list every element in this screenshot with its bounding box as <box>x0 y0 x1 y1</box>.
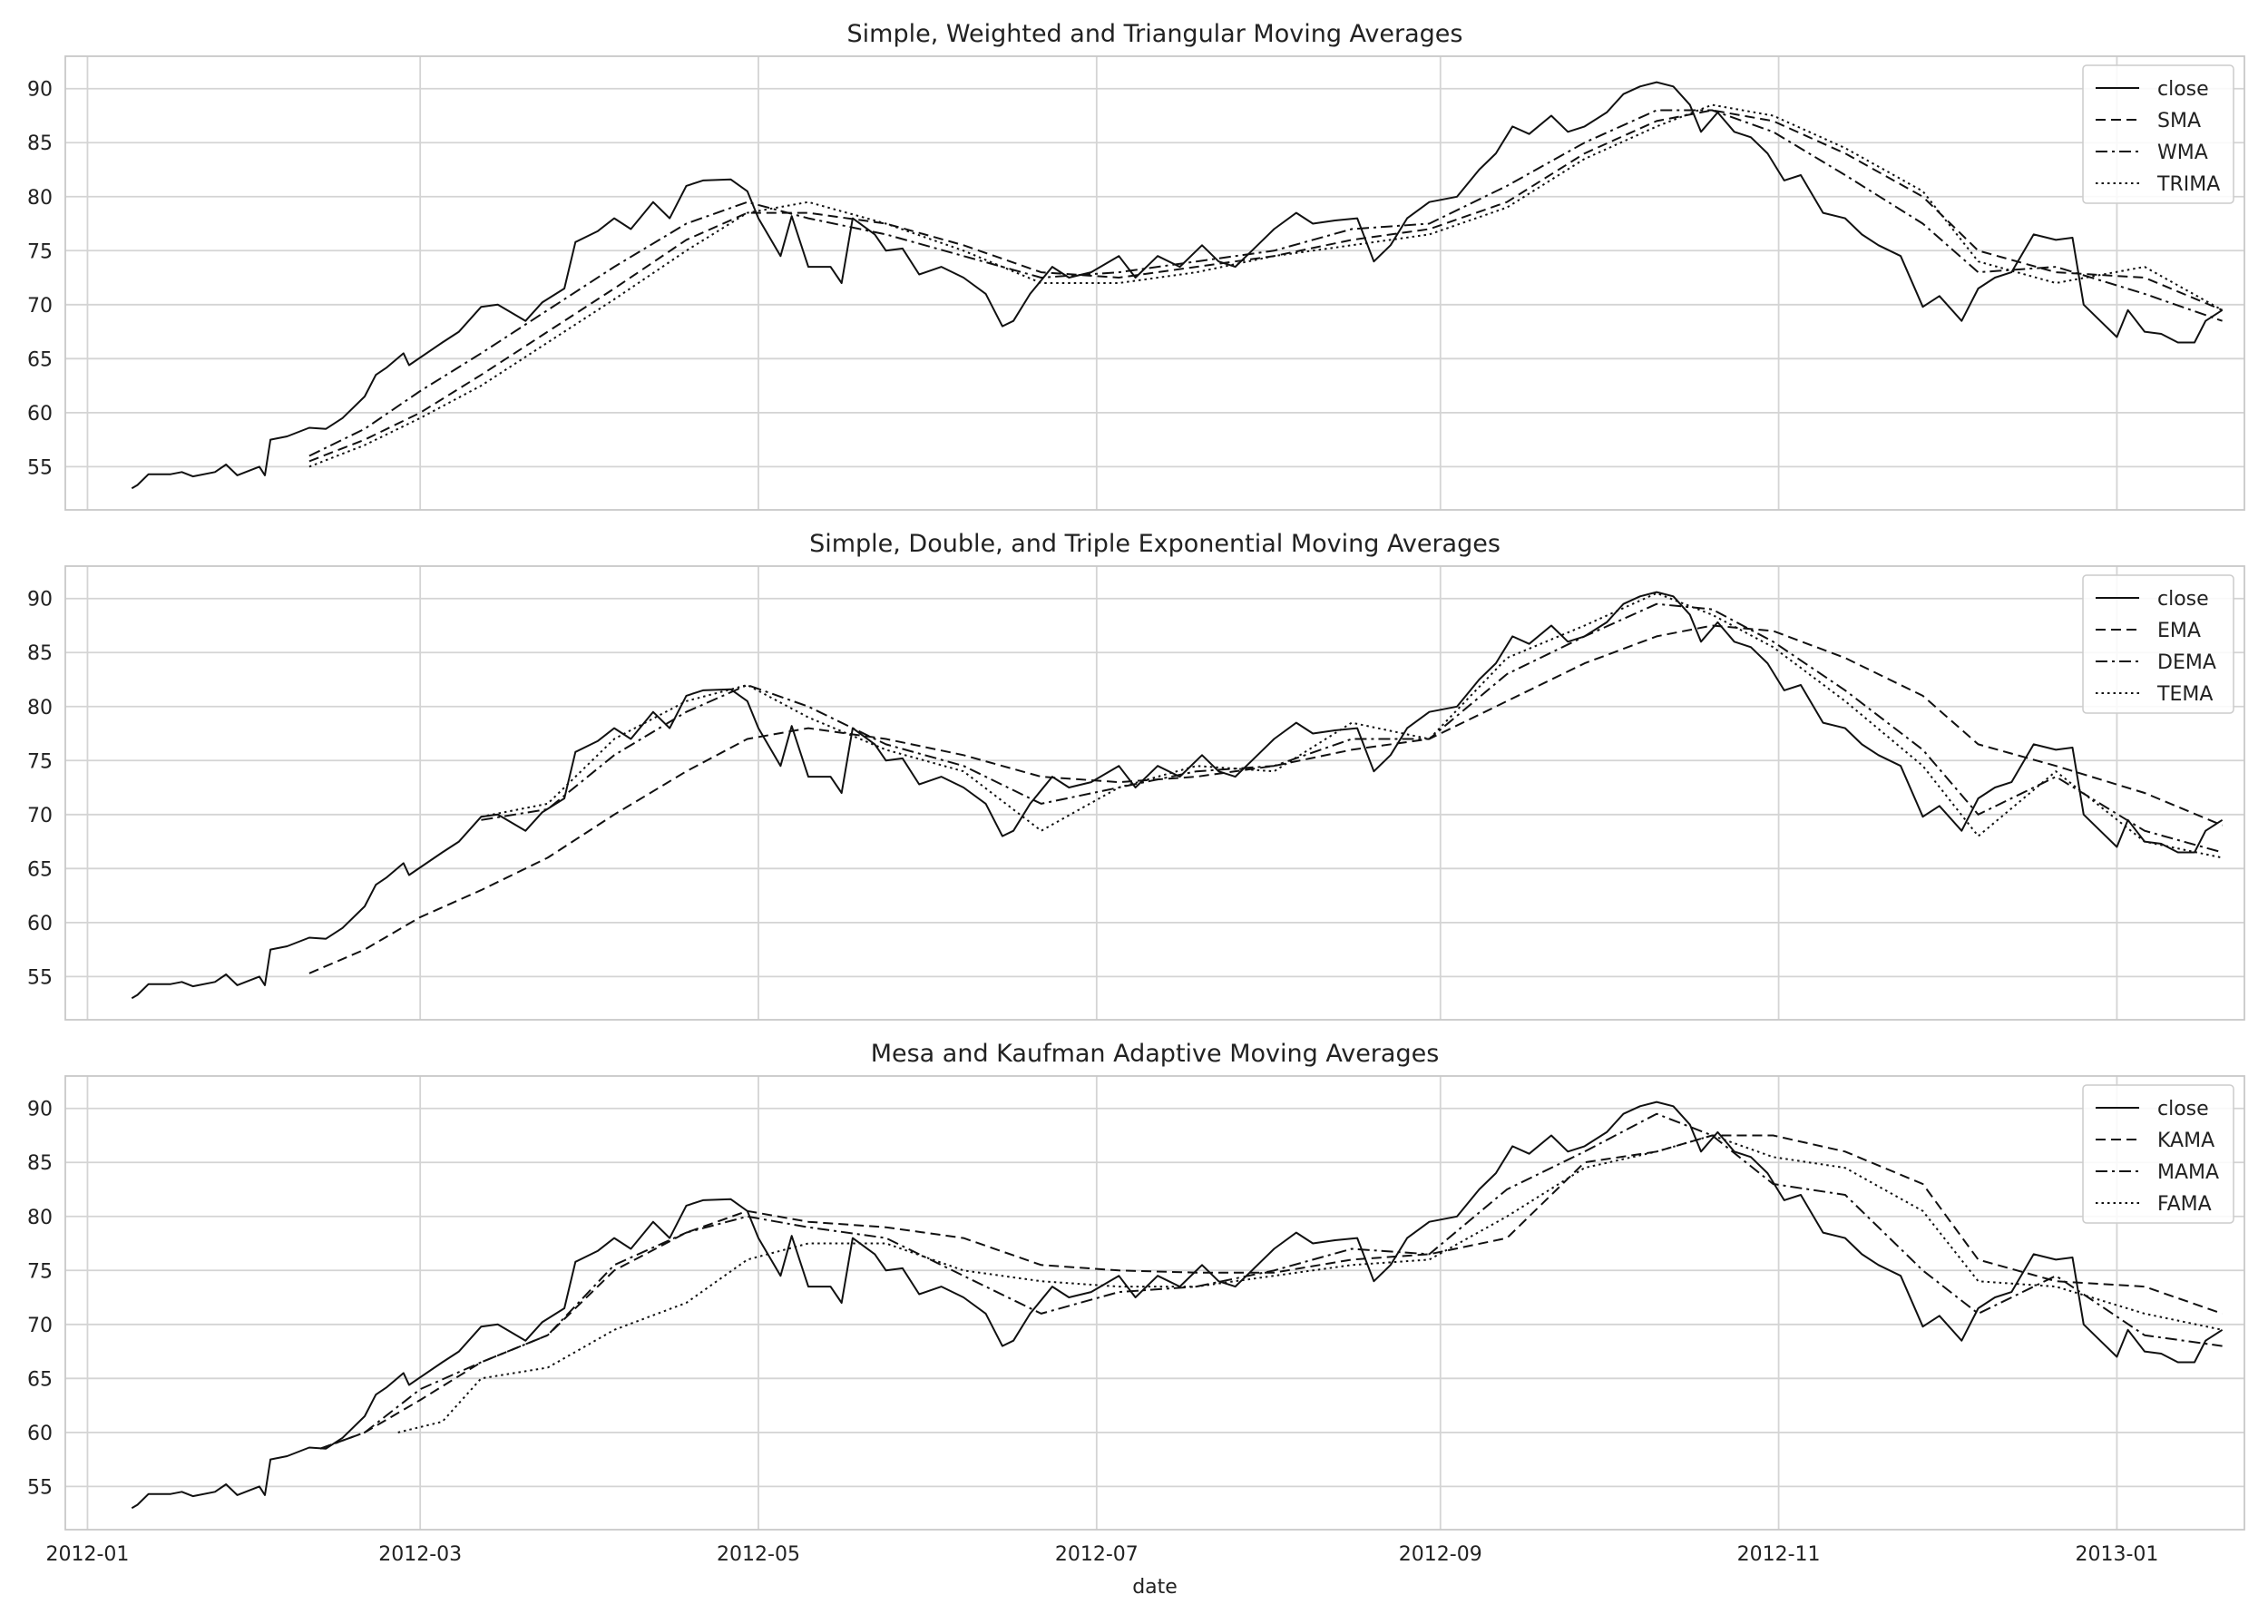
y-tick-label: 65 <box>27 1368 53 1391</box>
series-line-kama <box>319 1134 2223 1450</box>
y-tick-label: 85 <box>27 642 53 665</box>
series-line-trima <box>308 103 2224 468</box>
y-tick-label: 90 <box>27 1099 53 1121</box>
legend-label-close: close <box>2157 1098 2209 1120</box>
y-tick-label: 80 <box>27 697 53 719</box>
x-tick-label: 2012-07 <box>1055 1543 1139 1566</box>
x-axis-label: date <box>1132 1576 1178 1599</box>
y-tick-label: 55 <box>27 456 53 479</box>
legend-label-trima: TRIMA <box>2156 173 2220 196</box>
panel-1: Simple, Weighted and Triangular Moving A… <box>27 20 2245 511</box>
x-tick-label: 2013-01 <box>2075 1543 2158 1566</box>
series-line-sma <box>308 109 2223 463</box>
panel-3: Mesa and Kaufman Adaptive Moving Average… <box>27 1040 2245 1566</box>
y-tick-label: 55 <box>27 1476 53 1499</box>
legend-label-fama: FAMA <box>2157 1193 2212 1216</box>
y-tick-label: 75 <box>27 240 53 263</box>
series-line-close <box>131 81 2224 490</box>
x-tick-label: 2012-09 <box>1399 1543 1482 1566</box>
x-tick-label: 2012-11 <box>1737 1543 1821 1566</box>
legend-label-wma: WMA <box>2157 142 2208 164</box>
series-line-fama <box>397 1134 2223 1433</box>
legend-label-kama: KAMA <box>2157 1130 2214 1152</box>
y-tick-label: 70 <box>27 1315 53 1337</box>
series-line-close <box>131 1101 2224 1510</box>
x-tick-label: 2012-05 <box>717 1543 800 1566</box>
y-tick-label: 60 <box>27 913 53 935</box>
y-tick-label: 65 <box>27 348 53 371</box>
series-line-close <box>131 591 2224 1000</box>
legend: close EMA DEMA TEMA <box>2082 574 2234 714</box>
panel-title: Simple, Weighted and Triangular Moving A… <box>847 20 1463 48</box>
legend-box <box>2082 64 2234 204</box>
legend-label-ema: EMA <box>2157 620 2201 642</box>
x-tick-label: 2012-01 <box>45 1543 129 1566</box>
plot-frame <box>64 55 2245 511</box>
y-tick-label: 90 <box>27 589 53 611</box>
plot-frame <box>64 1075 2245 1531</box>
panels: Simple, Weighted and Triangular Moving A… <box>27 20 2245 1566</box>
legend-label-tema: TEMA <box>2156 683 2213 706</box>
y-tick-label: 85 <box>27 1152 53 1175</box>
series-line-ema <box>308 624 2223 974</box>
legend: close SMA WMA TRIMA <box>2082 64 2234 204</box>
y-tick-label: 80 <box>27 1207 53 1229</box>
panel-title: Mesa and Kaufman Adaptive Moving Average… <box>871 1040 1440 1068</box>
y-tick-label: 60 <box>27 403 53 426</box>
y-tick-label: 80 <box>27 187 53 210</box>
y-tick-label: 65 <box>27 858 53 881</box>
legend-box <box>2082 574 2234 714</box>
series-line-wma <box>308 109 2223 457</box>
legend-label-close: close <box>2157 78 2209 101</box>
y-tick-label: 70 <box>27 295 53 318</box>
y-tick-label: 85 <box>27 132 53 155</box>
panel-2: Simple, Double, and Triple Exponential M… <box>27 530 2245 1021</box>
legend-label-close: close <box>2157 588 2209 611</box>
plot-frame <box>64 565 2245 1021</box>
legend-label-dema: DEMA <box>2157 651 2216 674</box>
y-tick-label: 55 <box>27 966 53 989</box>
x-tick-label: 2012-03 <box>378 1543 462 1566</box>
y-tick-label: 60 <box>27 1423 53 1445</box>
y-tick-label: 75 <box>27 750 53 773</box>
y-tick-label: 75 <box>27 1260 53 1283</box>
y-tick-label: 70 <box>27 805 53 827</box>
legend-box <box>2082 1084 2234 1224</box>
legend-label-sma: SMA <box>2157 110 2201 132</box>
legend-label-mama: MAMA <box>2157 1161 2219 1184</box>
y-tick-label: 90 <box>27 79 53 102</box>
panel-title: Simple, Double, and Triple Exponential M… <box>809 530 1501 558</box>
legend: close KAMA MAMA FAMA <box>2082 1084 2234 1224</box>
